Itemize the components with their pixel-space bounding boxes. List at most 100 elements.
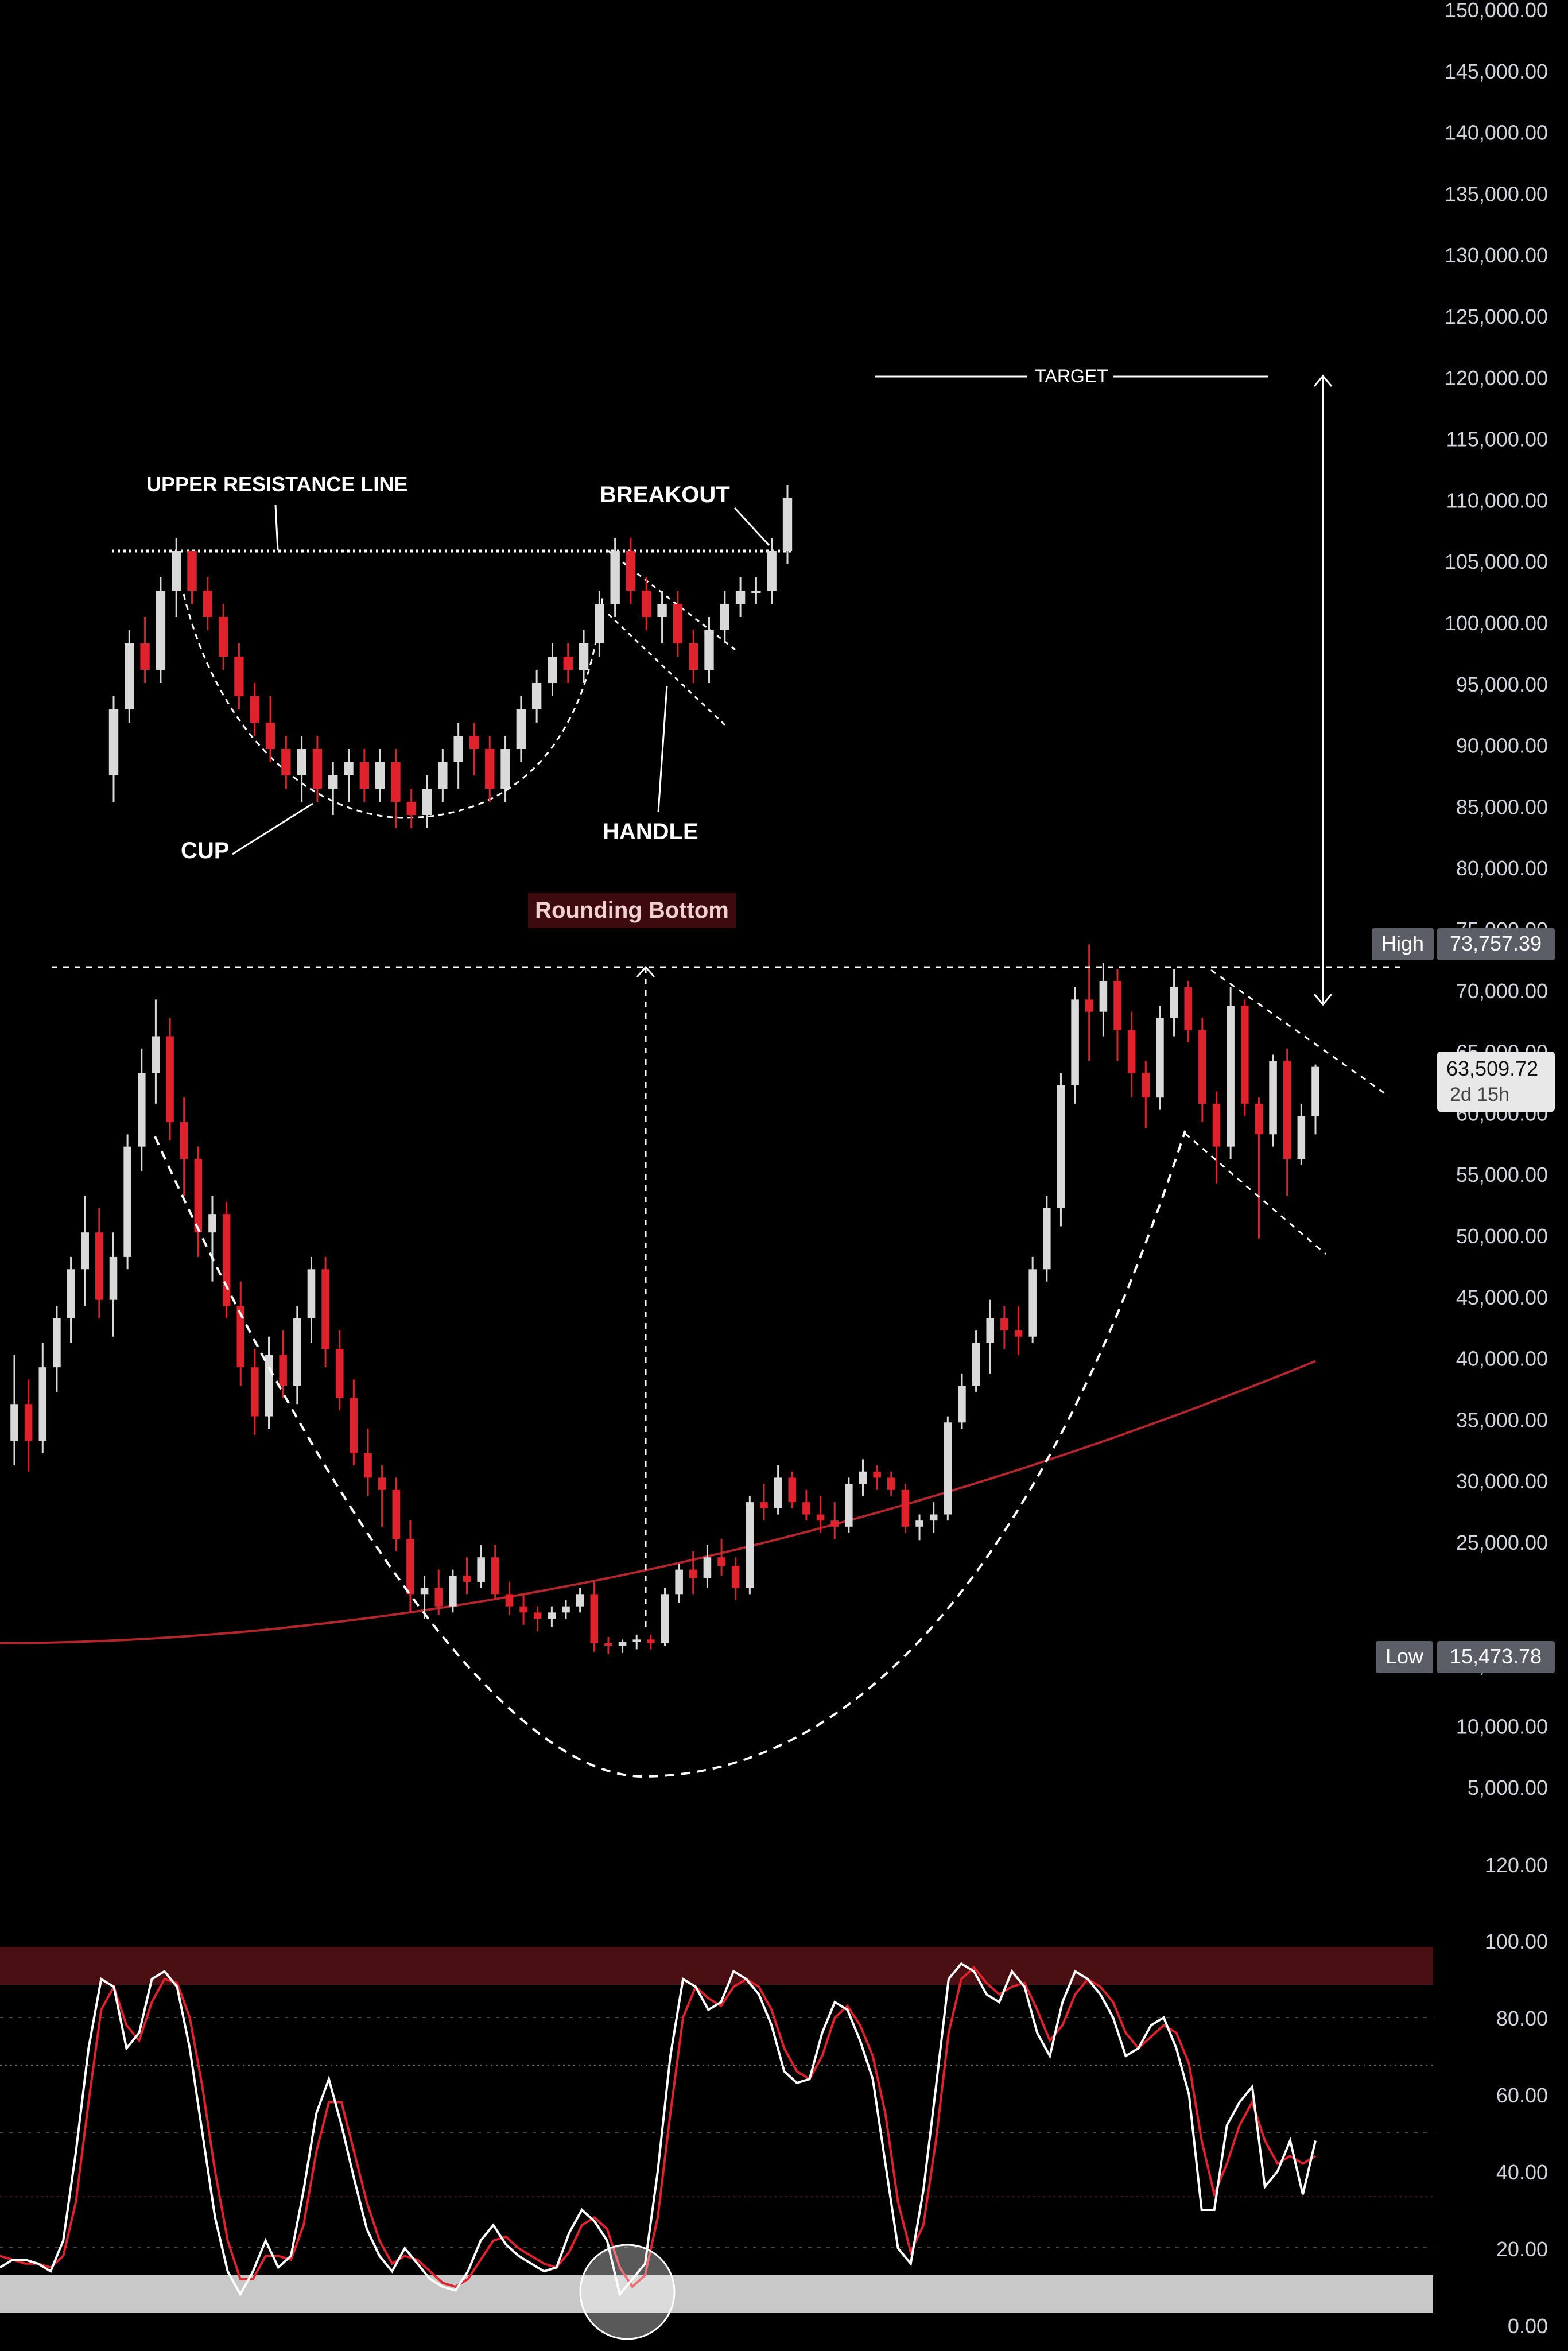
high-badge-value: 73,757.39 — [1450, 932, 1542, 955]
candle-body — [392, 1489, 401, 1539]
price-tick-label: 135,000.00 — [1445, 182, 1548, 205]
stoch-tick-label: 40.00 — [1496, 2160, 1548, 2184]
candle-body — [1043, 1208, 1051, 1270]
candle-body — [1142, 1073, 1150, 1098]
candle-body — [618, 1642, 627, 1646]
pattern-candle-body — [735, 591, 746, 604]
candle-body — [1156, 1018, 1164, 1098]
price-tick-label: 80,000.00 — [1456, 856, 1548, 880]
cup-label: CUP — [181, 838, 229, 863]
candle-body — [703, 1557, 712, 1578]
candle-body — [731, 1566, 740, 1588]
pattern-candle-body — [234, 657, 244, 696]
price-tick-label: 5,000.00 — [1468, 1776, 1548, 1799]
candle-body — [845, 1484, 853, 1527]
upper-resistance-label: UPPER RESISTANCE LINE — [146, 472, 407, 496]
price-tick-label: 115,000.00 — [1446, 428, 1548, 451]
upper-resistance-pointer — [274, 505, 279, 550]
pattern-candle-body — [751, 591, 761, 593]
candle-body — [95, 1232, 103, 1300]
pattern-candle-body — [657, 604, 667, 617]
high-badge-label: High — [1381, 932, 1424, 955]
pattern-candle-body — [187, 551, 197, 591]
stoch-tick-label: 20.00 — [1496, 2237, 1548, 2261]
pattern-candle-body — [453, 736, 463, 762]
channel-lower-line — [1185, 1132, 1326, 1255]
candle-body — [24, 1404, 33, 1441]
pattern-candle-body — [720, 604, 729, 630]
candle-body — [746, 1502, 754, 1588]
highlight-circle — [579, 2244, 676, 2340]
stoch-tick-label: 60.00 — [1496, 2084, 1548, 2107]
handle-pointer — [657, 685, 668, 813]
moving-average-line — [0, 1360, 1316, 1644]
candle-body — [689, 1569, 697, 1578]
candle-body — [901, 1489, 910, 1527]
candle-body — [1241, 1006, 1249, 1104]
pattern-candle-body — [438, 762, 448, 789]
candle-body — [1113, 981, 1121, 1030]
price-tick-label: 120.00 — [1485, 1853, 1548, 1877]
moving-average — [0, 1360, 1316, 1644]
pattern-candle-body — [140, 643, 150, 670]
countdown-value: 2d 15h — [1450, 1084, 1509, 1105]
candle-body — [279, 1355, 287, 1386]
measured-move-arrow-top — [636, 965, 655, 977]
pattern-candle-body — [563, 657, 573, 670]
price-tick-label: 55,000.00 — [1456, 1163, 1548, 1186]
oversold-band — [0, 2275, 1433, 2313]
candle-body — [307, 1269, 316, 1318]
price-tick-label: 50,000.00 — [1456, 1224, 1548, 1248]
pattern-candle-body — [297, 749, 306, 775]
candle-body — [604, 1643, 612, 1646]
price-tick-label: 40,000.00 — [1456, 1347, 1548, 1371]
candle-body — [802, 1502, 810, 1515]
price-tick-label: 85,000.00 — [1456, 795, 1548, 818]
candle-body — [335, 1349, 344, 1398]
pattern-candle-body — [250, 696, 259, 723]
pattern-candle-body — [704, 630, 714, 670]
candle-body — [873, 1471, 881, 1478]
candle-body — [1212, 1103, 1221, 1147]
stoch-tick-label: 0.00 — [1508, 2314, 1548, 2338]
candle-body — [859, 1471, 867, 1484]
pattern-candle-body — [422, 789, 432, 815]
pattern-candle-body — [485, 749, 495, 789]
pattern-candle-body — [312, 749, 323, 789]
pattern-overlays — [52, 966, 1400, 1778]
last-price-value: 63,509.72 — [1446, 1057, 1538, 1080]
candle-body — [576, 1594, 584, 1607]
candle-body — [505, 1594, 514, 1607]
target-label: TARGET — [1035, 366, 1108, 386]
pattern-candle-body — [344, 762, 354, 775]
price-tick-label: 95,000.00 — [1456, 673, 1548, 696]
channel-upper-line — [1210, 969, 1390, 1097]
candle-body — [562, 1606, 570, 1613]
candle-body — [929, 1514, 938, 1521]
pattern-candle-body — [688, 643, 698, 670]
candle-body — [378, 1477, 386, 1490]
pattern-candle-body — [531, 683, 542, 709]
candle-body — [81, 1232, 89, 1270]
pattern-candle-body — [595, 604, 604, 643]
overbought-band — [0, 1947, 1433, 1985]
price-tick-label: 130,000.00 — [1445, 243, 1548, 267]
target-arrow — [1313, 374, 1333, 1006]
price-tick-label: 35,000.00 — [1456, 1408, 1548, 1431]
candle-body — [321, 1269, 329, 1349]
candle-body — [830, 1520, 839, 1527]
low-badge-value: 15,473.78 — [1450, 1644, 1542, 1668]
pattern-candle-body — [203, 591, 213, 617]
handle-label: HANDLE — [603, 819, 698, 844]
candle-body — [434, 1588, 443, 1607]
candle-body — [236, 1306, 245, 1368]
candle-body — [717, 1557, 725, 1566]
pattern-candle-body — [516, 709, 526, 749]
price-tick-label: 120,000.00 — [1445, 366, 1548, 390]
pattern-candle-body — [156, 591, 166, 670]
candle-body — [915, 1520, 923, 1527]
candle-body — [1099, 981, 1108, 1012]
candle-body — [420, 1588, 429, 1595]
candle-body — [137, 1073, 146, 1147]
